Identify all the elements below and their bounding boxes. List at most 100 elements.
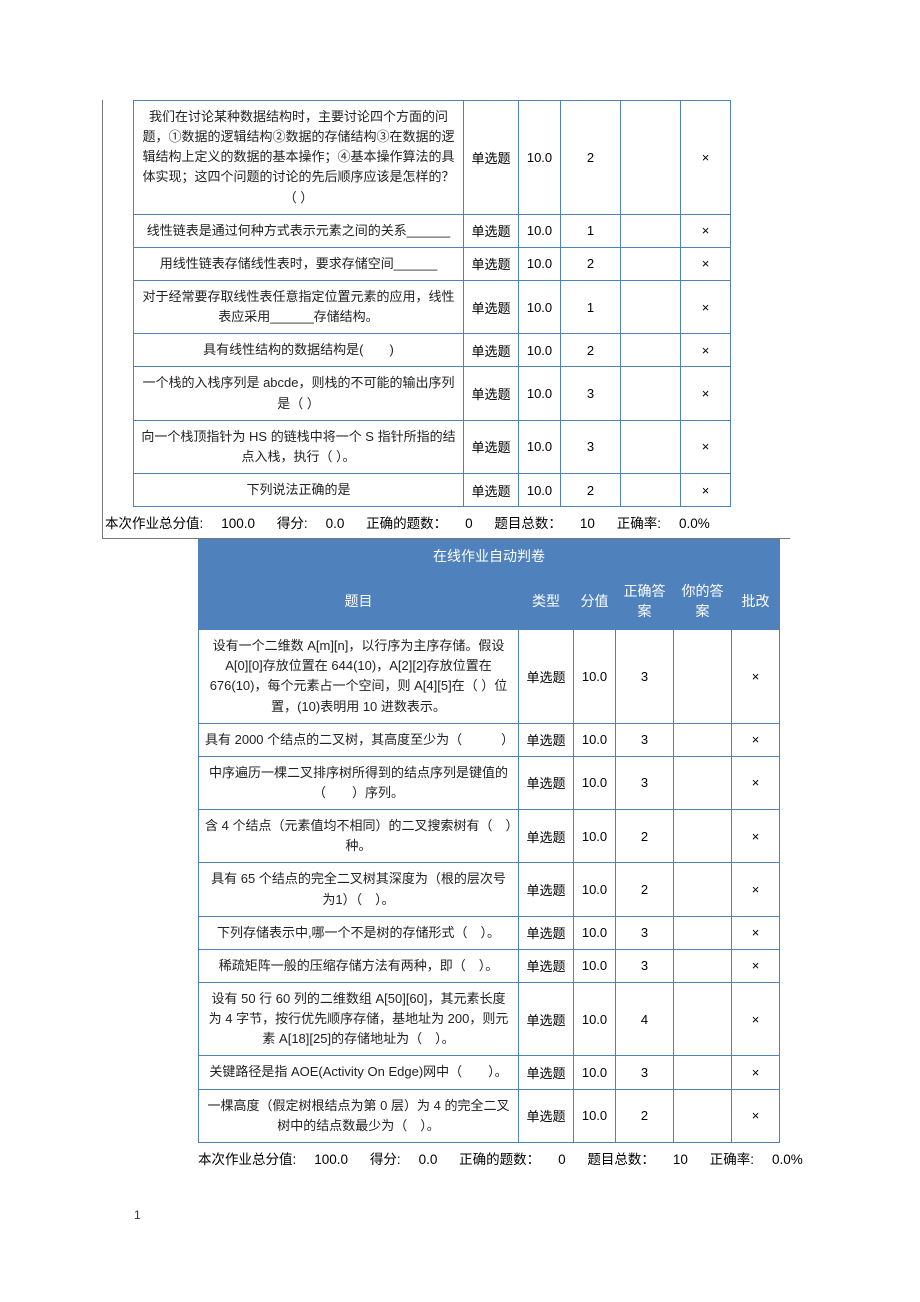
your-answer-cell xyxy=(674,982,732,1055)
col-question: 题目 xyxy=(199,573,519,630)
correct-answer-cell: 3 xyxy=(561,420,621,473)
your-answer-cell xyxy=(621,367,681,420)
question-cell: 下列存储表示中,哪一个不是树的存储形式（ ）。 xyxy=(199,916,519,949)
correct-answer-cell: 2 xyxy=(561,334,621,367)
score-cell: 10.0 xyxy=(574,863,616,916)
correct-answer-cell: 2 xyxy=(616,1089,674,1142)
type-cell: 单选题 xyxy=(519,863,574,916)
summary-rate: 正确率:0.0% xyxy=(710,1152,803,1167)
question-cell: 具有 2000 个结点的二叉树，其高度至少为（ ） xyxy=(199,723,519,756)
question-cell: 一个栈的入栈序列是 abcde，则栈的不可能的输出序列是（ ） xyxy=(134,367,464,420)
type-cell: 单选题 xyxy=(464,214,519,247)
question-cell: 对于经常要存取线性表任意指定位置元素的应用，线性表应采用______存储结构。 xyxy=(134,280,464,333)
col-type: 类型 xyxy=(519,573,574,630)
score-cell: 10.0 xyxy=(574,630,616,724)
your-answer-cell xyxy=(621,101,681,215)
correct-answer-cell: 2 xyxy=(561,473,621,506)
grade-cell: × xyxy=(732,723,780,756)
score-cell: 10.0 xyxy=(519,367,561,420)
table-row: 中序遍历一棵二叉排序树所得到的结点序列是键值的（ ）序列。单选题10.03× xyxy=(199,756,780,809)
score-cell: 10.0 xyxy=(574,982,616,1055)
col-score: 分值 xyxy=(574,573,616,630)
question-cell: 含 4 个结点（元素值均不相同）的二叉搜索树有（ ）种。 xyxy=(199,810,519,863)
col-your: 你的答案 xyxy=(674,573,732,630)
summary-total: 本次作业总分值:100.0 xyxy=(198,1152,348,1167)
type-cell: 单选题 xyxy=(519,916,574,949)
your-answer-cell xyxy=(621,334,681,367)
type-cell: 单选题 xyxy=(464,473,519,506)
question-cell: 具有 65 个结点的完全二叉树其深度为（根的层次号为1）（ ）。 xyxy=(199,863,519,916)
question-cell: 设有 50 行 60 列的二维数组 A[50][60]，其元素长度为 4 字节，… xyxy=(199,982,519,1055)
table2-body: 设有一个二维数 A[m][n]，以行序为主序存储。假设A[0][0]存放位置在 … xyxy=(199,630,780,1143)
summary-rate: 正确率:0.0% xyxy=(617,516,710,531)
type-cell: 单选题 xyxy=(519,982,574,1055)
table-row: 对于经常要存取线性表任意指定位置元素的应用，线性表应采用______存储结构。单… xyxy=(134,280,731,333)
grade-cell: × xyxy=(732,630,780,724)
grade-cell: × xyxy=(732,756,780,809)
table-row: 设有 50 行 60 列的二维数组 A[50][60]，其元素长度为 4 字节，… xyxy=(199,982,780,1055)
summary-got: 得分:0.0 xyxy=(370,1152,438,1167)
score-cell: 10.0 xyxy=(574,810,616,863)
type-cell: 单选题 xyxy=(464,247,519,280)
type-cell: 单选题 xyxy=(519,723,574,756)
type-cell: 单选题 xyxy=(464,280,519,333)
your-answer-cell xyxy=(674,916,732,949)
score-cell: 10.0 xyxy=(519,420,561,473)
summary-correct-count: 正确的题数：0 xyxy=(459,1152,566,1167)
correct-answer-cell: 2 xyxy=(616,810,674,863)
your-answer-cell xyxy=(674,810,732,863)
table-row: 一个栈的入栈序列是 abcde，则栈的不可能的输出序列是（ ）单选题10.03× xyxy=(134,367,731,420)
type-cell: 单选题 xyxy=(519,1089,574,1142)
table-row: 用线性链表存储线性表时，要求存储空间______单选题10.02× xyxy=(134,247,731,280)
correct-answer-cell: 2 xyxy=(561,101,621,215)
table-row: 具有 2000 个结点的二叉树，其高度至少为（ ）单选题10.03× xyxy=(199,723,780,756)
correct-answer-cell: 2 xyxy=(561,247,621,280)
question-cell: 设有一个二维数 A[m][n]，以行序为主序存储。假设A[0][0]存放位置在 … xyxy=(199,630,519,724)
question-cell: 我们在讨论某种数据结构时，主要讨论四个方面的问题，①数据的逻辑结构②数据的存储结… xyxy=(134,101,464,215)
your-answer-cell xyxy=(621,247,681,280)
type-cell: 单选题 xyxy=(519,810,574,863)
score-cell: 10.0 xyxy=(519,247,561,280)
score-cell: 10.0 xyxy=(574,756,616,809)
score-cell: 10.0 xyxy=(519,280,561,333)
your-answer-cell xyxy=(621,473,681,506)
grade-cell: × xyxy=(732,916,780,949)
col-correct: 正确答案 xyxy=(616,573,674,630)
col-grade: 批改 xyxy=(732,573,780,630)
correct-answer-cell: 3 xyxy=(616,916,674,949)
grade-cell: × xyxy=(681,367,731,420)
score-cell: 10.0 xyxy=(519,334,561,367)
table1-frame: 我们在讨论某种数据结构时，主要讨论四个方面的问题，①数据的逻辑结构②数据的存储结… xyxy=(102,100,790,539)
correct-answer-cell: 3 xyxy=(616,630,674,724)
summary-total: 本次作业总分值:100.0 xyxy=(105,516,255,531)
your-answer-cell xyxy=(674,756,732,809)
question-cell: 一棵高度（假定树根结点为第 0 层）为 4 的完全二叉树中的结点数最少为（ ）。 xyxy=(199,1089,519,1142)
table-row: 一棵高度（假定树根结点为第 0 层）为 4 的完全二叉树中的结点数最少为（ ）。… xyxy=(199,1089,780,1142)
grade-cell: × xyxy=(732,949,780,982)
question-cell: 下列说法正确的是 xyxy=(134,473,464,506)
grade-cell: × xyxy=(681,420,731,473)
table-row: 线性链表是通过何种方式表示元素之间的关系______单选题10.01× xyxy=(134,214,731,247)
table-row: 我们在讨论某种数据结构时，主要讨论四个方面的问题，①数据的逻辑结构②数据的存储结… xyxy=(134,101,731,215)
table-row: 具有线性结构的数据结构是( )单选题10.02× xyxy=(134,334,731,367)
grade-cell: × xyxy=(732,810,780,863)
question-cell: 关键路径是指 AOE(Activity On Edge)网中（ ）。 xyxy=(199,1056,519,1089)
type-cell: 单选题 xyxy=(519,949,574,982)
your-answer-cell xyxy=(674,1089,732,1142)
table-row: 向一个栈顶指针为 HS 的链栈中将一个 S 指针所指的结点入栈，执行（ ）。单选… xyxy=(134,420,731,473)
your-answer-cell xyxy=(674,723,732,756)
score-cell: 10.0 xyxy=(519,214,561,247)
your-answer-cell xyxy=(674,949,732,982)
correct-answer-cell: 4 xyxy=(616,982,674,1055)
question-cell: 稀疏矩阵一般的压缩存储方法有两种，即（ ）。 xyxy=(199,949,519,982)
type-cell: 单选题 xyxy=(519,630,574,724)
summary-correct-count: 正确的题数：0 xyxy=(366,516,473,531)
your-answer-cell xyxy=(674,1056,732,1089)
summary-got: 得分:0.0 xyxy=(277,516,345,531)
grade-cell: × xyxy=(732,1089,780,1142)
type-cell: 单选题 xyxy=(464,101,519,215)
grade-cell: × xyxy=(732,1056,780,1089)
table-row: 设有一个二维数 A[m][n]，以行序为主序存储。假设A[0][0]存放位置在 … xyxy=(199,630,780,724)
question-cell: 用线性链表存储线性表时，要求存储空间______ xyxy=(134,247,464,280)
your-answer-cell xyxy=(621,280,681,333)
